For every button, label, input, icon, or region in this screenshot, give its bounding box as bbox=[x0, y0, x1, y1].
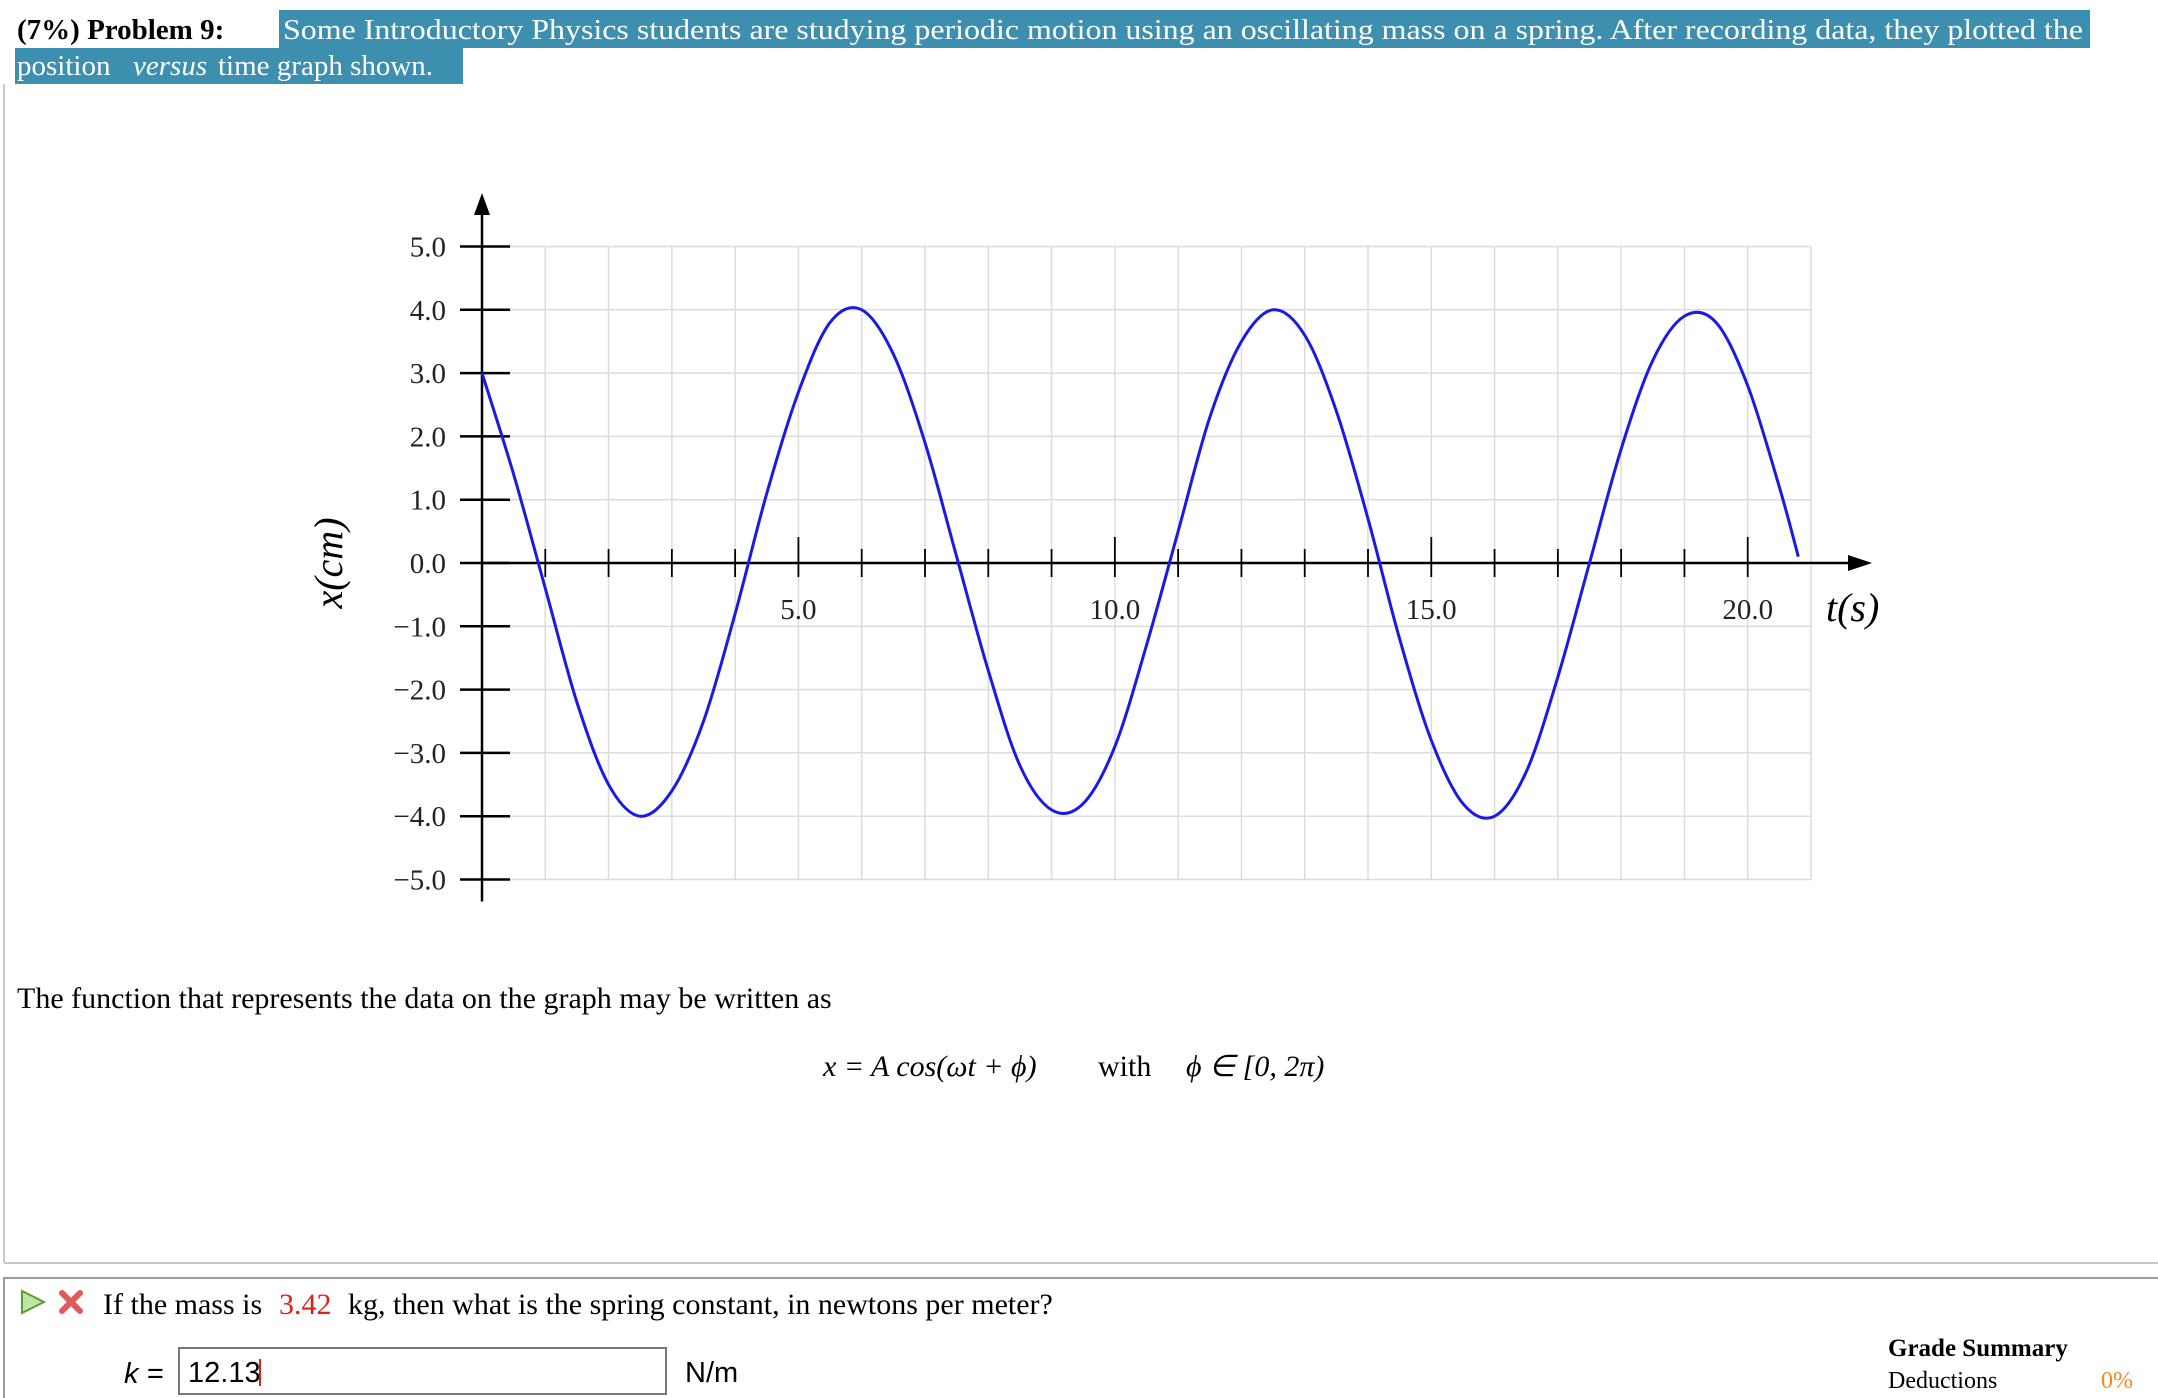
statement: time graph shown. bbox=[218, 50, 433, 82]
equation-word: with bbox=[1098, 1050, 1151, 1083]
answer-unit: N/m bbox=[685, 1357, 738, 1389]
x-tick-label: 15.0 bbox=[1406, 594, 1457, 626]
grade-summary-title: Grade Summary bbox=[1888, 1335, 2068, 1362]
y-tick-label: 0.0 bbox=[410, 548, 446, 580]
question-text: If the mass is bbox=[103, 1288, 262, 1321]
deductions-label: Deductions bbox=[1888, 1368, 1997, 1394]
x-axis-arrow bbox=[1848, 555, 1872, 571]
statement-italic: versus bbox=[133, 50, 207, 82]
equation-condition: ϕ ∈ [0, 2π) bbox=[1186, 1050, 1324, 1083]
question-text: kg, then what is the spring constant, in… bbox=[348, 1288, 1053, 1321]
highlight bbox=[15, 48, 463, 84]
y-tick-label: −1.0 bbox=[393, 611, 446, 643]
x-tick-label: 5.0 bbox=[780, 594, 816, 626]
problem-label: (7%) Problem 9: bbox=[17, 14, 224, 46]
y-tick-label: −5.0 bbox=[393, 865, 446, 897]
y-axis-label: x(cm) bbox=[306, 517, 351, 609]
y-tick-label: 3.0 bbox=[410, 358, 446, 390]
x-tick-label: 10.0 bbox=[1089, 594, 1140, 626]
y-tick-label: −4.0 bbox=[393, 801, 446, 833]
x-axis-label: t(s) bbox=[1826, 585, 1879, 630]
y-axis-arrow bbox=[474, 193, 490, 215]
deductions-value: 0% bbox=[2101, 1368, 2133, 1394]
mass-value: 3.42 bbox=[279, 1288, 332, 1321]
y-tick-label: −3.0 bbox=[393, 738, 446, 770]
equation: x = A cos(ωt + ϕ) bbox=[822, 1050, 1037, 1083]
y-tick-label: 2.0 bbox=[410, 421, 446, 453]
data-line bbox=[480, 306, 1800, 820]
answer-label: k = bbox=[124, 1358, 164, 1390]
expand-icon[interactable] bbox=[21, 1289, 47, 1315]
highlight bbox=[279, 10, 2090, 48]
answer-value: 12.13 bbox=[188, 1357, 261, 1389]
incorrect-icon bbox=[59, 1290, 83, 1314]
chart: 5.0 4.0 3.0 2.0 1.0 0.0 −1.0 −2.0 −3.0 −4.0 −5.0 5.… bbox=[306, 193, 1879, 902]
y-tick-label: 5.0 bbox=[410, 232, 446, 264]
y-tick-label: 1.0 bbox=[410, 485, 446, 517]
function-text: The function that represents the data on… bbox=[17, 982, 832, 1015]
statement: Some Introductory Physics students are s… bbox=[283, 14, 2083, 46]
y-tick-label: 4.0 bbox=[410, 295, 446, 327]
statement: position bbox=[17, 50, 111, 82]
x-tick-label: 20.0 bbox=[1722, 594, 1773, 626]
question-box bbox=[3, 1277, 2158, 1398]
y-tick-label: −2.0 bbox=[393, 675, 446, 707]
